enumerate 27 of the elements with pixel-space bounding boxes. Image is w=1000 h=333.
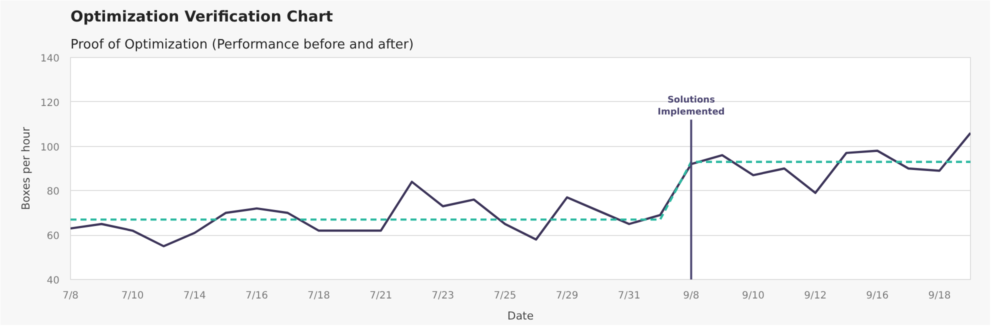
y-tick-label: 60 xyxy=(46,231,60,242)
x-tick-label: 7/18 xyxy=(308,290,330,302)
x-tick-label: 7/16 xyxy=(245,290,268,302)
y-tick-label: 120 xyxy=(40,98,60,109)
x-tick-label: 7/25 xyxy=(494,290,516,302)
y-tick-label: 40 xyxy=(46,276,60,286)
x-tick-label: 7/23 xyxy=(432,290,454,302)
x-tick-label: 9/12 xyxy=(804,290,827,302)
ref-line-label: Solutions Implemented xyxy=(658,96,725,118)
y-tick-label: 80 xyxy=(46,186,60,198)
y-tick-label: 140 xyxy=(40,54,60,64)
x-tick-label: 9/18 xyxy=(928,290,951,302)
x-tick-label: 7/10 xyxy=(121,290,144,302)
x-tick-label: 7/14 xyxy=(183,290,206,302)
x-tick-label: 9/10 xyxy=(742,290,764,302)
x-tick-label: 7/8 xyxy=(62,290,79,302)
x-tick-label: 9/16 xyxy=(866,290,889,302)
x-tick-label: 7/31 xyxy=(618,290,640,302)
x-tick-label: 7/29 xyxy=(556,290,578,302)
x-axis-title: Date xyxy=(507,310,534,322)
chart-subtitle: Proof of Optimization (Performance before and after) xyxy=(70,38,414,52)
x-tick-label: 9/8 xyxy=(683,290,700,302)
y-tick-label: 100 xyxy=(40,142,60,154)
line-series xyxy=(70,132,970,248)
x-tick-label: 7/21 xyxy=(370,290,392,302)
y-axis-title: Boxes per hour xyxy=(19,126,32,210)
chart-title: Optimization Verification Chart xyxy=(70,8,333,26)
